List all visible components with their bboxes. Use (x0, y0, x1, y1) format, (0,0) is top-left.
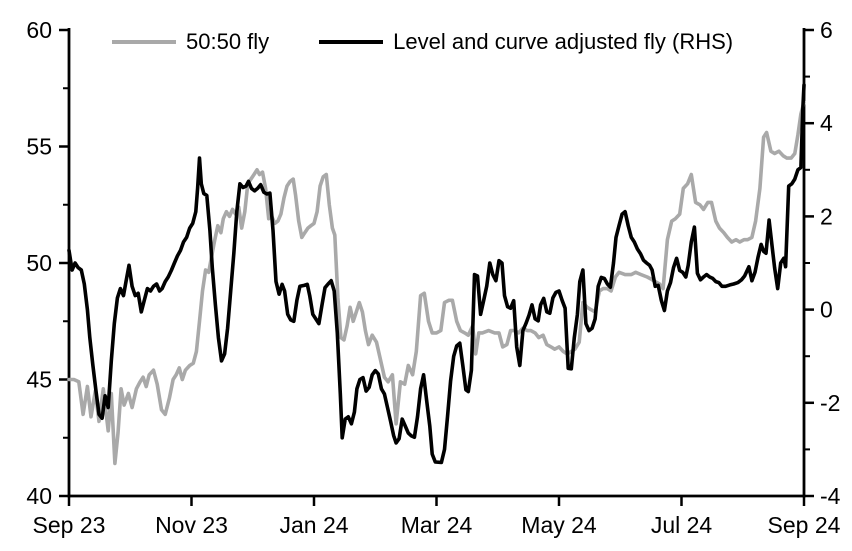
right-axis-tick-label: 4 (820, 110, 833, 136)
left-axis-tick-label: 60 (26, 17, 52, 43)
legend-item-5050-fly: 50:50 fly (112, 31, 269, 53)
x-axis-tick-label: Nov 23 (155, 512, 228, 538)
left-axis-tick-label: 55 (26, 134, 52, 160)
legend-label-adjusted-fly: Level and curve adjusted fly (RHS) (393, 29, 734, 54)
left-axis-tick-label: 50 (26, 250, 52, 276)
right-axis-tick-label: -4 (820, 483, 841, 509)
right-axis-tick-label: -2 (820, 390, 840, 416)
legend-line-swatch-5050-fly (112, 40, 176, 44)
left-axis-tick-label: 45 (26, 367, 52, 393)
legend-item-adjusted-fly: Level and curve adjusted fly (RHS) (319, 31, 733, 53)
x-axis-tick-label: Mar 24 (401, 512, 473, 538)
legend-label-5050-fly: 50:50 fly (186, 29, 270, 54)
left-axis-tick-label: 40 (26, 483, 52, 509)
legend-line-swatch-adjusted-fly (319, 40, 384, 44)
legend: 50:50 fly Level and curve adjusted fly (… (112, 31, 733, 53)
x-axis-tick-label: May 24 (521, 512, 597, 538)
right-axis-tick-label: 6 (820, 17, 833, 43)
series-5050-fly-line (67, 100, 806, 466)
x-axis-tick-label: Sep 24 (768, 512, 841, 538)
x-axis-tick-label: Jan 24 (279, 512, 348, 538)
x-axis-tick-label: Sep 23 (33, 512, 106, 538)
x-axis-tick-label: Jul 24 (651, 512, 713, 538)
right-axis-tick-label: 2 (820, 203, 833, 229)
series-adjusted-fly-line (67, 83, 806, 465)
right-axis-tick-label: 0 (820, 297, 833, 323)
